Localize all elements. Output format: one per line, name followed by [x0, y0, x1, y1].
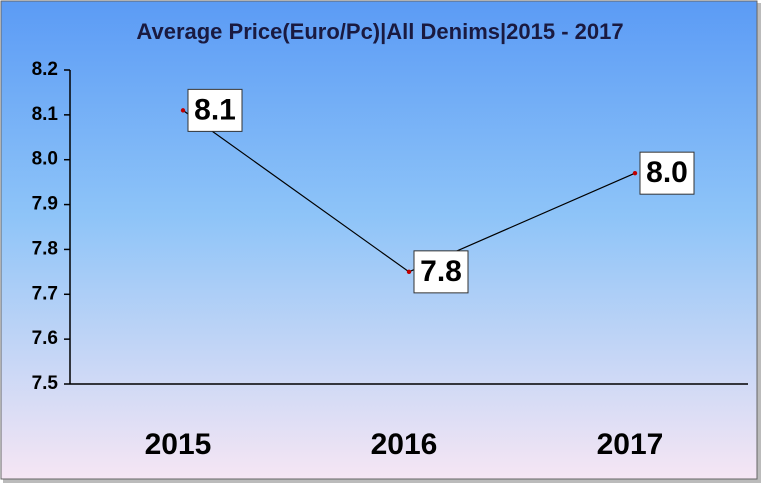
x-tick-label: 2017 [597, 428, 664, 461]
data-label-box [639, 151, 695, 195]
x-tick-label: 2016 [371, 428, 438, 461]
data-label-box [413, 250, 469, 294]
y-tick-label: 8.2 [32, 59, 58, 80]
data-point [406, 269, 412, 275]
x-tick-label: 2015 [145, 428, 212, 461]
data-label: 7.8 [420, 255, 462, 288]
y-tick-label: 7.7 [32, 283, 58, 304]
y-tick-label: 7.9 [32, 194, 58, 215]
y-tick-label: 7.5 [32, 373, 59, 394]
data-point [180, 108, 186, 113]
y-tick-label: 7.8 [32, 238, 58, 259]
y-tick-label: 7.6 [32, 328, 58, 349]
chart-title: Average Price(Euro/Pc)|All Denims|2015 -… [136, 19, 623, 44]
data-label-box [187, 88, 243, 132]
y-tick-label: 8.1 [32, 104, 59, 125]
data-label: 8.0 [646, 156, 688, 189]
data-point [632, 170, 638, 176]
chart-background [0, 0, 758, 480]
data-label: 8.1 [194, 93, 236, 126]
y-tick-label: 8.0 [32, 149, 58, 170]
